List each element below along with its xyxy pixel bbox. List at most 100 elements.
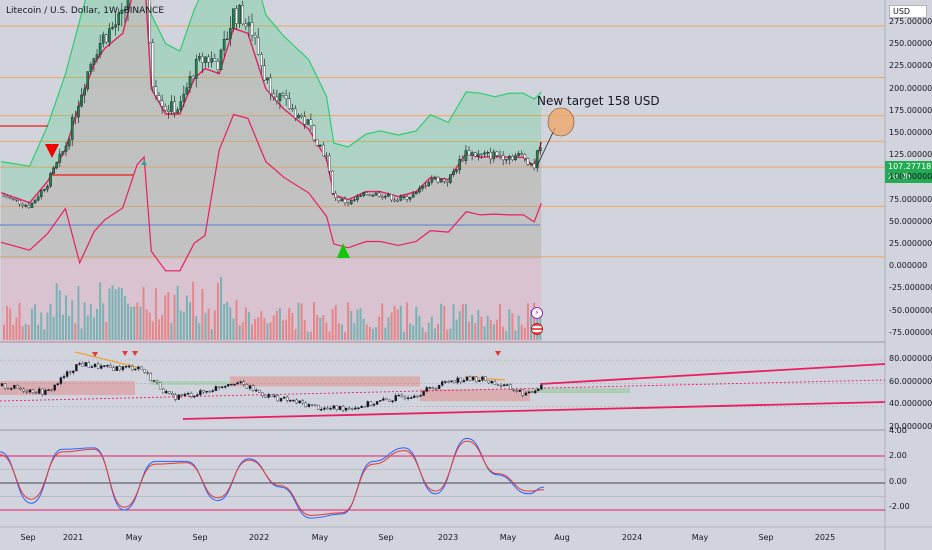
volume-bar [108, 288, 111, 340]
candle [300, 113, 303, 119]
rsi-candle [68, 370, 72, 375]
rsi-candle [84, 362, 87, 367]
candle [461, 155, 465, 163]
candle-body [532, 163, 536, 169]
oscillator-pane[interactable] [0, 437, 885, 519]
rsi-candle-body [84, 362, 87, 367]
candle-body [46, 185, 49, 190]
candle [498, 150, 502, 160]
rsi-candle-body [211, 390, 215, 392]
candle [173, 95, 176, 118]
rsi-candle [205, 390, 208, 395]
us-flag-icon[interactable] [531, 323, 543, 335]
volume-bar [263, 318, 266, 340]
rsi-candle-body [78, 363, 81, 365]
rsi-candle [236, 381, 239, 385]
volume-bar [58, 290, 61, 340]
rsi-candle [192, 395, 196, 399]
rsi-candle [211, 388, 215, 393]
rsi-candle-body [189, 393, 193, 397]
volume-bar [511, 313, 514, 340]
rsi-candle [72, 369, 75, 375]
rsi-candle [338, 405, 342, 411]
rsi-candle [199, 388, 202, 396]
rsi-candle-body [168, 391, 171, 394]
volume-bar [328, 331, 331, 340]
candle-body [430, 178, 434, 183]
candle-body [95, 54, 99, 59]
candle [278, 92, 282, 110]
rsi-candle [208, 390, 211, 393]
rsi-candle-body [115, 366, 118, 371]
candle [532, 158, 536, 171]
rsi-candle [295, 398, 298, 405]
candle [446, 180, 449, 187]
candle [250, 13, 254, 41]
last-price-value: 107.277187 [888, 162, 932, 171]
lightning-icon[interactable]: ⚡ [531, 307, 543, 319]
rsi-pane[interactable] [0, 351, 886, 420]
candle-body [309, 119, 313, 127]
rsi-candle [242, 379, 246, 387]
target-annotation: New target 158 USD [537, 94, 660, 108]
rsi-candle [329, 406, 332, 411]
candle-body [179, 101, 183, 111]
rsi-candle [53, 384, 56, 392]
candle [309, 113, 313, 131]
rsi-candle-body [267, 394, 270, 398]
rsi-candle-body [385, 398, 388, 401]
candle [368, 194, 372, 197]
candle [353, 196, 356, 202]
rsi-candle-body [270, 394, 273, 397]
volume-bar [517, 315, 520, 340]
candle-body [8, 197, 12, 200]
rsi-candle [31, 388, 35, 395]
volume-bar [455, 319, 458, 340]
volume-bar [316, 315, 319, 340]
rsi-candle [478, 379, 481, 383]
rsi-candle [227, 384, 230, 387]
rsi-candle-body [183, 393, 187, 396]
volume-bar [96, 309, 99, 340]
candle [452, 168, 455, 177]
rsi-candle [317, 404, 320, 410]
candle [380, 194, 384, 201]
candle-body [523, 154, 527, 159]
volume-bar [148, 312, 151, 340]
candle-body [36, 196, 40, 201]
candle [191, 74, 195, 83]
candle-body [480, 153, 483, 156]
volume-bar [300, 303, 303, 340]
volume-bar [173, 294, 176, 340]
cloud-band [530, 388, 630, 394]
candle-body [442, 178, 446, 182]
volume-bar [139, 306, 142, 340]
candle-body [452, 171, 455, 175]
y-tick-label: 75.000000 [889, 194, 932, 204]
rsi-candle [419, 394, 422, 397]
rsi-candle-body [140, 366, 143, 370]
candle [247, 15, 251, 38]
candle-body [86, 71, 90, 90]
volume-bar [201, 289, 204, 340]
candle-body [318, 144, 322, 147]
rsi-candle-body [357, 407, 360, 409]
rsi-candle-body [441, 381, 444, 386]
currency-selector[interactable]: USD [889, 5, 927, 18]
candle [362, 192, 365, 198]
candle-body [473, 152, 477, 157]
candle [374, 192, 378, 196]
volume-bar [12, 324, 15, 340]
candle-body [415, 191, 418, 195]
rsi-candle-body [155, 380, 159, 383]
rsi-candle-body [450, 380, 453, 383]
candle-body [18, 200, 21, 205]
volume-bar [387, 317, 390, 340]
rsi-candle [220, 386, 224, 389]
candle [219, 48, 223, 70]
volume-bar [241, 322, 244, 340]
rsi-candle-body [499, 384, 503, 387]
volume-bar [232, 318, 235, 340]
